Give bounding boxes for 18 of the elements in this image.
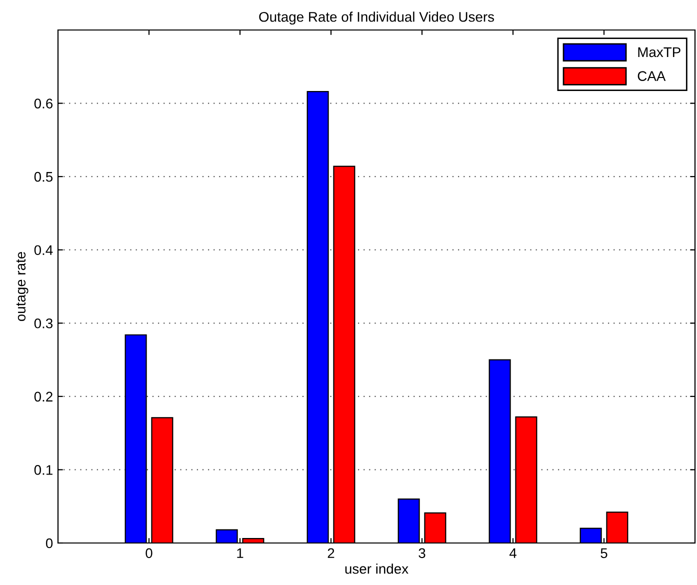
x-tick-label: 1 (237, 548, 244, 558)
y-tick-label: 0.1 (34, 465, 52, 475)
x-axis-title: user index (345, 564, 408, 574)
y-tick-label: 0.3 (34, 318, 53, 328)
y-tick-label: 0.4 (34, 245, 53, 256)
x-tick-label: 2 (328, 548, 334, 558)
y-tick-label: 0 (46, 538, 53, 548)
y-tick-label: 0.5 (34, 172, 53, 182)
x-tick-label: 5 (600, 548, 608, 558)
y-tick-label: 0.6 (34, 98, 53, 108)
y-axis-title: outage rate (16, 252, 28, 322)
x-tick-label: 0 (146, 548, 152, 558)
x-tick-label: 3 (418, 548, 426, 558)
legend-label: MaxTP (638, 47, 680, 58)
y-tick-label: 0.2 (34, 392, 52, 402)
x-tick-label: 4 (509, 548, 516, 558)
chart-title: Outage Rate of Individual Video Users (259, 12, 494, 25)
legend-label: CAA (638, 71, 666, 81)
